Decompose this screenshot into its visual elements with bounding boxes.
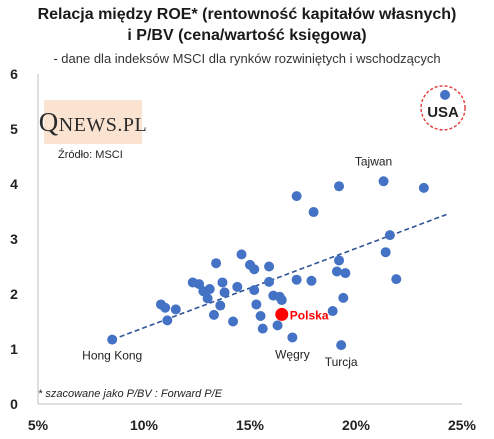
data-point bbox=[272, 320, 283, 331]
y-tick-label: 2 bbox=[10, 286, 18, 302]
data-point bbox=[340, 268, 351, 279]
data-point bbox=[211, 258, 222, 269]
data-point bbox=[418, 182, 429, 193]
data-point bbox=[228, 316, 239, 327]
logo-text: QNEWS.PL bbox=[39, 107, 148, 138]
data-point bbox=[334, 181, 345, 192]
data-point bbox=[232, 281, 243, 292]
data-point bbox=[291, 191, 302, 202]
y-tick-label: 6 bbox=[10, 66, 18, 82]
data-point-polska bbox=[275, 307, 289, 321]
data-label: USA bbox=[427, 104, 459, 121]
data-label: Hong Kong bbox=[82, 349, 142, 363]
data-point bbox=[107, 334, 118, 345]
x-tick-label: 10% bbox=[130, 417, 159, 433]
data-point bbox=[236, 249, 247, 260]
x-tick-label: 15% bbox=[236, 417, 265, 433]
data-point bbox=[380, 247, 391, 258]
data-label: Tajwan bbox=[355, 154, 392, 168]
x-tick-label: 25% bbox=[448, 417, 477, 433]
data-label: Węgry bbox=[275, 347, 310, 361]
data-point bbox=[219, 287, 230, 298]
data-point bbox=[336, 340, 347, 351]
data-point bbox=[338, 292, 349, 303]
footnote: * szacowane jako P/BV : Forward P/E bbox=[38, 388, 223, 400]
data-point bbox=[306, 275, 317, 286]
y-tick-label: 4 bbox=[10, 176, 18, 192]
chart-title-line1: Relacja między ROE* (rentowność kapitałó… bbox=[37, 6, 457, 23]
logo-text-first: Q bbox=[38, 106, 59, 137]
data-point bbox=[249, 264, 260, 275]
data-point bbox=[378, 176, 389, 187]
data-point bbox=[440, 89, 451, 100]
data-point bbox=[162, 315, 173, 326]
data-point bbox=[251, 299, 262, 310]
data-point bbox=[208, 309, 219, 320]
y-tick-label: 5 bbox=[10, 121, 18, 137]
chart-subtitle: - dane dla indeksów MSCI dla rynków rozw… bbox=[53, 51, 441, 66]
data-point bbox=[215, 300, 226, 311]
data-point bbox=[202, 293, 213, 304]
data-point bbox=[391, 274, 402, 285]
data-point bbox=[334, 255, 345, 266]
y-tick-label: 0 bbox=[10, 396, 18, 412]
data-point bbox=[291, 274, 302, 285]
usa-highlight-circle bbox=[420, 85, 466, 131]
data-point bbox=[217, 277, 228, 288]
data-point bbox=[331, 266, 342, 277]
source-label: Źródło: MSCI bbox=[58, 149, 123, 161]
data-point bbox=[249, 285, 260, 296]
data-label: Turcja bbox=[325, 355, 358, 369]
data-point bbox=[170, 304, 181, 315]
data-point bbox=[264, 261, 275, 272]
data-point bbox=[384, 230, 395, 241]
data-point bbox=[257, 323, 268, 334]
data-point bbox=[327, 306, 338, 317]
qnews-logo: QNEWS.PL bbox=[39, 100, 147, 144]
data-point bbox=[276, 295, 287, 306]
data-point bbox=[308, 207, 319, 218]
y-tick-label: 3 bbox=[10, 231, 18, 247]
chart-title-line2: i P/BV (cena/wartość księgowa) bbox=[127, 27, 367, 44]
data-point bbox=[204, 284, 215, 295]
y-tick-label: 1 bbox=[10, 341, 18, 357]
x-tick-label: 20% bbox=[342, 417, 371, 433]
data-point bbox=[264, 276, 275, 287]
x-tick-label: 5% bbox=[28, 417, 49, 433]
data-point bbox=[287, 332, 298, 343]
data-point bbox=[255, 311, 266, 321]
data-point bbox=[160, 302, 171, 313]
logo-text-rest: NEWS.PL bbox=[58, 113, 148, 136]
data-label: Polska bbox=[290, 308, 329, 322]
